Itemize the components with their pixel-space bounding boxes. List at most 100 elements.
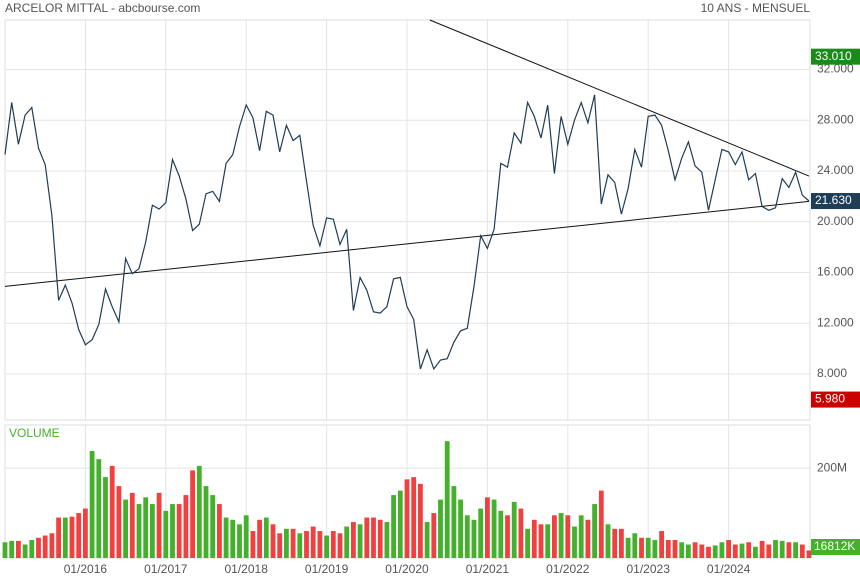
volume-bar	[511, 501, 517, 558]
y-tick-label: 8.000	[817, 366, 847, 380]
volume-bar	[103, 477, 108, 558]
volume-bar	[297, 533, 303, 558]
x-tick-label: 01/2020	[385, 562, 429, 576]
volume-bar	[237, 524, 242, 558]
price-marker	[811, 48, 860, 65]
volume-bar	[22, 544, 28, 558]
volume-bar	[357, 524, 363, 558]
volume-bar	[418, 483, 423, 558]
volume-bar	[451, 486, 457, 558]
volume-bar	[136, 504, 142, 558]
volume-bar	[625, 537, 631, 558]
volume-bar	[190, 470, 195, 558]
volume-bar	[337, 533, 343, 558]
volume-bar	[371, 517, 376, 558]
volume-bar	[384, 522, 390, 558]
volume-bar	[263, 517, 269, 558]
volume-bar	[605, 524, 611, 558]
volume-bar	[659, 531, 664, 558]
volume-bar	[431, 513, 437, 558]
volume-bar	[739, 543, 745, 558]
price-marker	[811, 193, 860, 210]
volume-bar	[558, 513, 564, 558]
x-tick-label: 01/2018	[225, 562, 269, 576]
volume-bar	[498, 510, 504, 558]
x-tick-label: 01/2024	[707, 562, 751, 576]
y-tick-label: 24.000	[817, 163, 854, 177]
price-marker-label: 21.630	[815, 193, 852, 207]
volume-bar	[732, 544, 738, 558]
volume-bar	[444, 441, 450, 558]
volume-last-label: 16812K	[814, 539, 855, 553]
volume-bar	[565, 515, 571, 558]
volume-bar	[277, 533, 283, 558]
volume-bar	[36, 537, 41, 558]
volume-bar	[525, 528, 530, 558]
chart-subtitle: 10 ANS - MENSUEL	[701, 1, 811, 15]
volume-bar	[317, 531, 323, 558]
volume-bar	[505, 515, 510, 558]
volume-bar	[397, 490, 403, 558]
volume-bar	[619, 528, 624, 558]
volume-bar	[471, 519, 477, 558]
volume-bar	[545, 524, 551, 558]
volume-bar	[109, 465, 115, 558]
volume-bar	[9, 540, 15, 558]
volume-bar	[552, 515, 557, 558]
volume-bar	[726, 540, 731, 558]
volume-bar	[686, 544, 691, 558]
volume-bar	[83, 508, 88, 558]
volume-bar	[69, 516, 75, 558]
volume-bar	[62, 517, 68, 558]
volume-bar	[310, 526, 316, 558]
volume-bar	[16, 540, 21, 558]
volume-bar	[176, 504, 182, 558]
volume-bar	[351, 522, 356, 558]
price-marker-label: 33.010	[815, 49, 852, 63]
volume-bar	[779, 540, 785, 558]
volume-bar	[531, 519, 537, 558]
y-tick-label: 20.000	[817, 214, 854, 228]
y-tick-label: 12.000	[817, 315, 854, 329]
volume-bar	[639, 537, 644, 558]
x-tick-label: 01/2023	[627, 562, 671, 576]
volume-bar	[411, 477, 417, 558]
volume-bar	[364, 517, 370, 558]
volume-bar	[438, 499, 443, 558]
y-tick-label: 200M	[817, 460, 847, 474]
volume-bar	[404, 479, 410, 558]
volume-label-box	[811, 539, 860, 555]
x-tick-label: 01/2022	[546, 562, 590, 576]
volume-bar	[699, 544, 705, 558]
x-tick-label: 01/2021	[466, 562, 510, 576]
volume-bar	[572, 526, 577, 558]
volume-bar	[284, 528, 289, 558]
volume-bar	[692, 542, 698, 558]
volume-bar	[672, 540, 678, 558]
volume-bar	[712, 545, 718, 558]
volume-bar	[706, 546, 711, 558]
volume-bar	[645, 537, 651, 558]
volume-bar	[170, 504, 175, 558]
volume-title: VOLUME	[9, 426, 60, 440]
volume-bar	[89, 451, 95, 558]
volume-bar	[42, 535, 48, 558]
volume-bar	[143, 497, 149, 558]
volume-bar	[290, 528, 296, 558]
volume-bar	[156, 492, 162, 558]
volume-bar	[491, 499, 497, 558]
volume-bar	[29, 540, 35, 558]
volume-bar	[612, 528, 618, 558]
volume-bar	[458, 499, 463, 558]
volume-bar	[806, 550, 812, 558]
volume-bar	[578, 515, 584, 558]
volume-bar	[150, 504, 155, 558]
volume-bar	[344, 526, 350, 558]
volume-bar	[585, 519, 591, 558]
x-tick-label: 01/2019	[305, 562, 349, 576]
volume-bar	[746, 542, 752, 558]
volume-bar	[424, 522, 430, 558]
price-marker	[811, 391, 860, 408]
